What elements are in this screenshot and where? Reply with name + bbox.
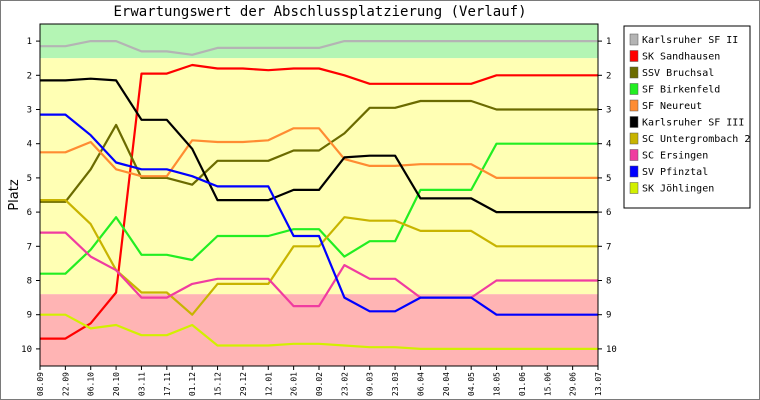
axes: 1 1 2 2 3 3 4 4 5 5 6 6 7 7 8 8 9 9 10 10 Platz 08.09 22.09 06.… [7,23,617,396]
y-tick-label-right: 7 [606,242,611,252]
y-tick-label-left: 5 [27,174,32,184]
series-line-6 [40,199,598,316]
series-line-9 [40,313,598,350]
series-line-4 [40,127,598,179]
legend-entry-5: Karlsruher SF III [642,118,744,129]
x-tick-label: 06.04 [416,372,425,396]
x-tick-label: 18.05 [493,372,502,396]
legend-swatch-5 [629,116,639,128]
series-line-3 [40,142,598,275]
legend-entry-7: SC Ersingen [642,151,708,162]
series-line-0 [40,39,598,56]
x-tick-label: 26.01 [290,372,299,396]
legend-swatch-3 [629,83,639,95]
x-tick-label: 17.11 [163,372,172,396]
background-bands [40,24,598,366]
legend-swatch-4 [629,99,639,112]
x-tick-label: 04.05 [467,372,476,396]
y-tick-label-right: 6 [606,208,611,218]
x-tick-label: 29.12 [239,372,248,396]
x-tick-label: 03.11 [137,372,146,396]
band-1 [40,58,598,295]
y-tick-label-right: 9 [606,311,611,321]
legend-entry-8: SV Pfinztal [642,167,708,178]
y-tick-label-left: 8 [27,277,32,287]
x-tick-label: 23.03 [391,372,400,396]
y-tick-label-left: 1 [27,37,32,47]
x-tick-label: 13.07 [594,372,603,396]
legend-swatch-1 [629,50,639,62]
legend: Karlsruher SF II SK Sandhausen SSV Bruchsa… [623,25,751,209]
x-tick-label: 12.01 [264,372,273,396]
legend-entry-6: SC Untergrombach 2 [642,134,750,145]
y-tick-label-right: 1 [606,37,611,47]
x-tick-label: 01.12 [188,372,197,396]
series-lines [40,39,598,350]
chart-title: Erwartungswert der Abschlussplatzierung … [113,4,527,20]
y-tick-label-left: 4 [27,140,32,150]
x-tick-label: 06.10 [87,372,96,396]
legend-entry-1: SK Sandhausen [642,52,720,63]
x-tick-label: 09.03 [366,372,375,396]
legend-entry-3: SF Birkenfeld [642,85,720,96]
x-tick-label: 29.06 [569,372,578,396]
legend-swatch-6 [629,132,639,145]
x-tick-label: 20.04 [442,372,451,396]
y-tick-label-right: 8 [606,277,611,287]
legend-swatch-2 [629,66,639,79]
legend-entry-2: SSV Bruchsal [642,68,714,79]
legend-swatch-9 [629,182,639,194]
y-tick-label-right: 10 [606,345,617,355]
series-line-8 [40,113,598,316]
x-tick-label: 20.10 [112,372,121,396]
series-line-1 [40,63,598,340]
y-tick-label-right: 4 [606,140,611,150]
y-tick-label-right: 3 [606,106,611,116]
y-axis-label: Platz [7,179,22,211]
series-line-7 [40,231,598,308]
legend-entry-4: SF Neureut [642,101,702,112]
x-tick-label: 09.02 [315,372,324,396]
legend-box [623,25,751,209]
x-tick-label: 23.02 [340,372,349,396]
y-tick-label-left: 3 [27,106,32,116]
y-tick-label-right: 2 [606,71,611,81]
x-tick-label: 15.12 [214,372,223,396]
y-tick-label-left: 10 [21,345,32,355]
legend-entry-0: Karlsruher SF II [642,35,738,46]
legend-swatch-0 [629,33,639,46]
x-tick-label: 22.09 [61,372,70,396]
y-tick-label-left: 7 [27,242,32,252]
legend-entry-9: SK Jöhlingen [642,184,714,195]
series-line-2 [40,99,598,203]
y-tick-label-left: 6 [27,208,32,218]
y-tick-label-right: 5 [606,174,611,184]
y-tick-label-left: 2 [27,71,32,81]
legend-swatch-8 [629,165,639,178]
y-tick-label-left: 9 [27,311,32,321]
x-tick-label: 08.09 [36,372,45,396]
x-tick-label: 15.06 [543,372,552,396]
legend-swatch-7 [629,149,639,161]
series-line-5 [40,77,598,214]
x-tick-label: 01.06 [518,372,527,396]
